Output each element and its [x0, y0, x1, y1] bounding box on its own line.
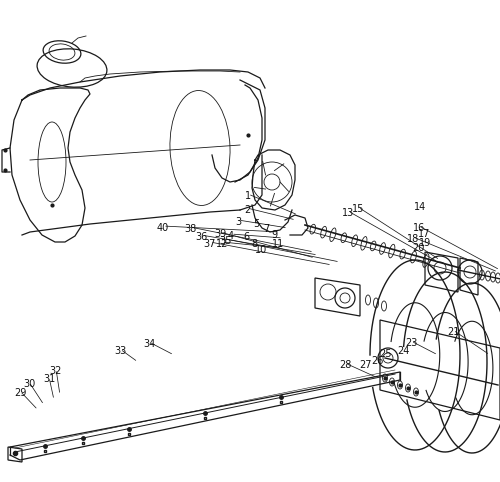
Text: 35: 35 [220, 236, 232, 246]
Text: 39: 39 [214, 229, 226, 239]
Text: 15: 15 [352, 204, 364, 214]
Text: 20: 20 [412, 243, 424, 253]
Text: 32: 32 [50, 366, 62, 376]
Text: 37: 37 [204, 239, 216, 249]
Text: 5: 5 [253, 219, 259, 229]
Text: 9: 9 [271, 230, 277, 240]
Text: 29: 29 [14, 388, 26, 398]
Text: 30: 30 [23, 379, 35, 389]
Text: 19: 19 [419, 238, 431, 248]
Text: 27: 27 [360, 360, 372, 370]
Text: 38: 38 [184, 224, 196, 234]
Text: 11: 11 [272, 239, 284, 249]
Text: 34: 34 [143, 339, 155, 349]
Text: 8: 8 [251, 239, 257, 249]
Text: 14: 14 [414, 202, 426, 212]
Text: 13: 13 [342, 208, 354, 218]
Text: 7: 7 [263, 224, 269, 234]
Text: 26: 26 [371, 356, 383, 366]
Text: 40: 40 [157, 223, 169, 233]
Text: 18: 18 [407, 234, 419, 244]
Text: 4: 4 [228, 231, 234, 241]
Text: 28: 28 [339, 360, 351, 370]
Text: 6: 6 [243, 232, 249, 242]
Text: 17: 17 [418, 229, 430, 239]
Text: 3: 3 [235, 217, 241, 227]
Text: 24: 24 [397, 346, 409, 356]
Text: 2: 2 [244, 205, 250, 215]
Text: 25: 25 [380, 349, 392, 359]
Text: 31: 31 [43, 374, 55, 384]
Text: 36: 36 [195, 232, 207, 242]
Text: 1: 1 [245, 191, 251, 201]
Text: 23: 23 [405, 338, 417, 348]
Text: 33: 33 [114, 346, 126, 356]
Text: 16: 16 [413, 223, 425, 233]
Text: 10: 10 [255, 245, 267, 255]
Text: 21: 21 [447, 327, 459, 337]
Text: 12: 12 [216, 239, 228, 249]
